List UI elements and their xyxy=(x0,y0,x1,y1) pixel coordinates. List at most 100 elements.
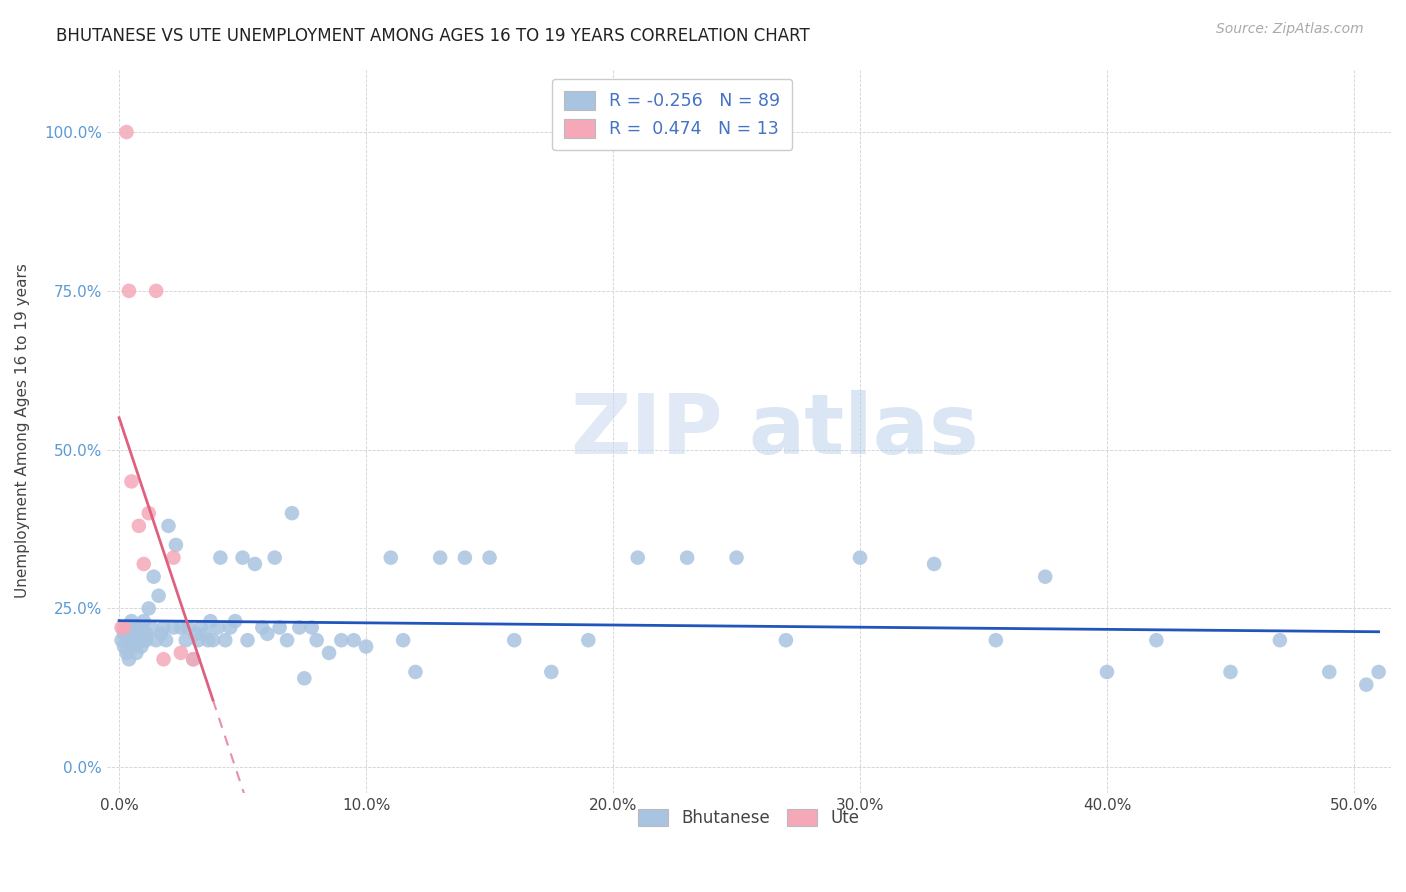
Point xyxy=(177,620,200,634)
Point xyxy=(125,620,148,634)
Point xyxy=(110,633,132,648)
Point xyxy=(224,614,246,628)
Point xyxy=(354,640,377,654)
Point xyxy=(110,620,132,634)
Point xyxy=(849,550,872,565)
Point xyxy=(145,633,167,648)
Point xyxy=(132,614,155,628)
Point xyxy=(152,652,174,666)
Point xyxy=(200,614,222,628)
Point xyxy=(135,633,157,648)
Point xyxy=(343,633,366,648)
Point xyxy=(162,550,184,565)
Point xyxy=(318,646,340,660)
Point xyxy=(627,550,650,565)
Point xyxy=(170,620,193,634)
Point xyxy=(131,640,153,654)
Point xyxy=(392,633,415,648)
Point xyxy=(157,519,180,533)
Point xyxy=(1368,665,1391,679)
Point xyxy=(232,550,254,565)
Point xyxy=(155,633,177,648)
Point xyxy=(138,506,160,520)
Point xyxy=(141,620,163,634)
Point xyxy=(201,633,224,648)
Point xyxy=(120,475,142,489)
Point xyxy=(115,125,138,139)
Point xyxy=(138,601,160,615)
Point xyxy=(190,620,212,634)
Point xyxy=(122,633,145,648)
Point xyxy=(181,652,204,666)
Point xyxy=(292,671,315,685)
Point xyxy=(125,646,148,660)
Point xyxy=(112,640,135,654)
Point xyxy=(165,538,187,552)
Point xyxy=(330,633,353,648)
Point xyxy=(984,633,1007,648)
Point xyxy=(120,614,142,628)
Point xyxy=(174,633,197,648)
Point xyxy=(922,557,945,571)
Point xyxy=(184,627,207,641)
Point xyxy=(207,620,229,634)
Point xyxy=(263,550,285,565)
Point xyxy=(1268,633,1291,648)
Point xyxy=(187,633,209,648)
Point xyxy=(775,633,797,648)
Point xyxy=(1355,678,1378,692)
Point xyxy=(478,550,501,565)
Point xyxy=(112,627,135,641)
Point xyxy=(118,633,141,648)
Point xyxy=(503,633,526,648)
Text: Source: ZipAtlas.com: Source: ZipAtlas.com xyxy=(1216,22,1364,37)
Text: ZIP: ZIP xyxy=(571,390,723,471)
Point xyxy=(243,557,266,571)
Point xyxy=(540,665,562,679)
Point xyxy=(276,633,298,648)
Point xyxy=(122,640,145,654)
Point xyxy=(209,550,232,565)
Point xyxy=(148,589,170,603)
Point xyxy=(150,627,173,641)
Point xyxy=(380,550,402,565)
Point xyxy=(120,627,142,641)
Point xyxy=(194,627,217,641)
Point xyxy=(118,284,141,298)
Text: atlas: atlas xyxy=(749,390,980,471)
Point xyxy=(162,620,184,634)
Point xyxy=(256,627,278,641)
Text: BHUTANESE VS UTE UNEMPLOYMENT AMONG AGES 16 TO 19 YEARS CORRELATION CHART: BHUTANESE VS UTE UNEMPLOYMENT AMONG AGES… xyxy=(56,27,810,45)
Point xyxy=(236,633,259,648)
Point xyxy=(429,550,451,565)
Point xyxy=(115,646,138,660)
Point xyxy=(145,284,167,298)
Point xyxy=(281,506,304,520)
Point xyxy=(1144,633,1167,648)
Point xyxy=(301,620,323,634)
Point xyxy=(288,620,311,634)
Point xyxy=(219,620,242,634)
Point xyxy=(1317,665,1340,679)
Point xyxy=(135,627,157,641)
Point xyxy=(128,519,150,533)
Point xyxy=(1219,665,1241,679)
Point xyxy=(252,620,274,634)
Point xyxy=(112,620,135,634)
Point xyxy=(576,633,599,648)
Point xyxy=(152,620,174,634)
Y-axis label: Unemployment Among Ages 16 to 19 years: Unemployment Among Ages 16 to 19 years xyxy=(15,263,30,598)
Point xyxy=(197,633,219,648)
Point xyxy=(131,620,153,634)
Point xyxy=(305,633,328,648)
Point xyxy=(128,627,150,641)
Point xyxy=(1033,570,1056,584)
Point xyxy=(725,550,748,565)
Point xyxy=(170,646,193,660)
Legend: Bhutanese, Ute: Bhutanese, Ute xyxy=(630,800,868,835)
Point xyxy=(115,620,138,634)
Point xyxy=(404,665,426,679)
Point xyxy=(454,550,477,565)
Point xyxy=(214,633,236,648)
Point xyxy=(1095,665,1118,679)
